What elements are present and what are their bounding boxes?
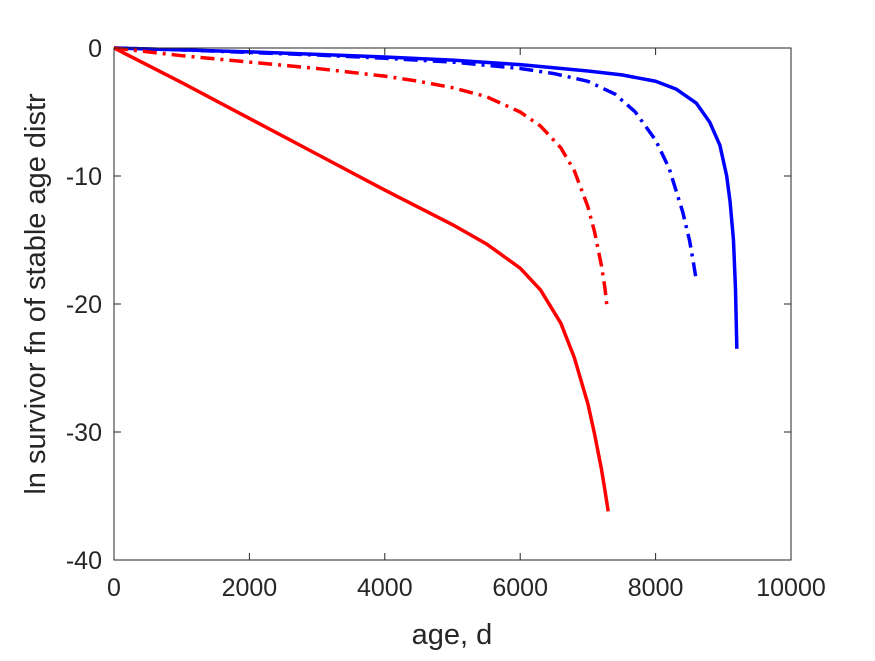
series-line-3	[113, 46, 609, 306]
series-layer	[113, 46, 739, 512]
x-tick-label: 10000	[756, 574, 826, 602]
y-tick-label: -30	[66, 419, 102, 447]
y-tick-label: -40	[66, 547, 102, 575]
x-tick-label: 6000	[492, 574, 548, 602]
series-line-2	[113, 46, 698, 280]
y-tick-label: -10	[66, 163, 102, 191]
y-axis-label: ln survivor fn of stable age distr	[20, 93, 52, 495]
series-line-4	[113, 46, 610, 512]
plot-area-frame	[113, 47, 792, 561]
y-axis: 0 -10 -20 -30 -40	[66, 35, 791, 575]
x-tick-label: 2000	[222, 574, 278, 602]
series-line-1	[113, 46, 739, 349]
x-axis: 0 2000 4000 6000 8000 10000	[107, 48, 826, 602]
y-tick-label: 0	[88, 35, 102, 63]
x-tick-label: 8000	[628, 574, 684, 602]
x-axis-label: age, d	[412, 619, 493, 651]
y-tick-label: -20	[66, 291, 102, 319]
x-tick-label: 4000	[357, 574, 413, 602]
x-tick-label: 0	[107, 574, 121, 602]
